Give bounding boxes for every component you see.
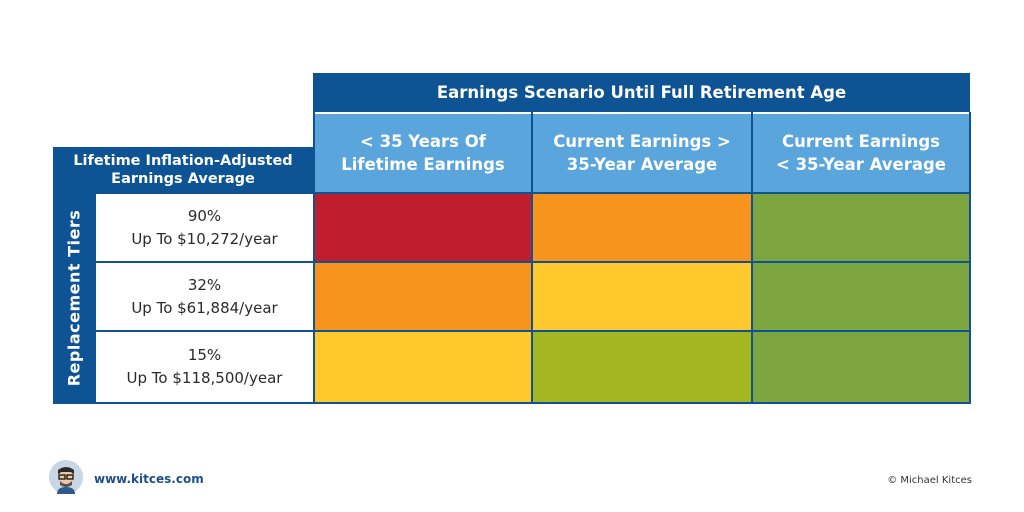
column-header-2-line1: Current Earnings >: [553, 132, 731, 151]
tier-row-3-pct: 15%: [187, 346, 222, 364]
tier-row-1-label: 90% Up To $10,272/year: [95, 193, 314, 262]
side-label: Replacement Tiers: [64, 209, 84, 387]
grid-border-col0: [313, 112, 315, 404]
website-link[interactable]: www.kitces.com: [94, 472, 204, 486]
grid-border-col2: [751, 112, 753, 404]
column-header-1: < 35 Years Of Lifetime Earnings: [315, 114, 531, 192]
column-header-1-line1: < 35 Years Of: [360, 132, 486, 151]
scenario-title: Earnings Scenario Until Full Retirement …: [436, 83, 847, 102]
column-header-2: Current Earnings > 35-Year Average: [533, 114, 751, 192]
grid-border-row2: [95, 330, 971, 332]
column-header-1-line2: Lifetime Earnings: [341, 155, 505, 174]
grid-cell-r2-c3: [753, 263, 969, 330]
grid-cell-r2-c2: [533, 263, 751, 330]
grid-border-top: [313, 192, 971, 194]
tier-row-1-limit: Up To $10,272/year: [131, 229, 278, 248]
column-header-3-line2: < 35-Year Average: [776, 155, 946, 174]
grid-cell-r1-c3: [753, 194, 969, 261]
tier-row-2-limit: Up To $61,884/year: [131, 298, 278, 317]
column-header-3: Current Earnings < 35-Year Average: [753, 114, 969, 192]
grid-cell-r3-c1: [315, 332, 531, 402]
grid-cell-r1-c1: [315, 194, 531, 261]
cartoon-avatar-icon: [49, 460, 83, 494]
grid-border-col3: [969, 112, 971, 404]
scenario-header: Earnings Scenario Until Full Retirement …: [313, 73, 970, 112]
grid-border-bottom: [53, 402, 971, 404]
tier-row-3-limit: Up To $118,500/year: [126, 369, 283, 387]
grid-cell-r2-c1: [315, 263, 531, 330]
grid-cell-r3-c2: [533, 332, 751, 402]
left-header: Lifetime Inflation-Adjusted Earnings Ave…: [53, 147, 313, 193]
grid-border-row1: [95, 261, 971, 263]
tier-row-2-label: 32% Up To $61,884/year: [95, 262, 314, 331]
tier-row-3-label: 15% Up To $118,500/year: [95, 331, 314, 403]
column-header-3-line1: Current Earnings: [781, 132, 941, 151]
left-header-line2: Earnings Average: [111, 171, 255, 187]
column-header-2-line2: 35-Year Average: [566, 155, 718, 174]
left-header-line1: Lifetime Inflation-Adjusted: [73, 153, 293, 169]
tier-row-1-pct: 90%: [187, 206, 222, 225]
grid-border-col1: [531, 112, 533, 404]
grid-cell-r3-c3: [753, 332, 969, 402]
copyright-text: © Michael Kitces: [887, 475, 972, 486]
tier-row-2-pct: 32%: [187, 275, 222, 294]
side-label-band: [53, 193, 95, 403]
grid-cell-r1-c2: [533, 194, 751, 261]
